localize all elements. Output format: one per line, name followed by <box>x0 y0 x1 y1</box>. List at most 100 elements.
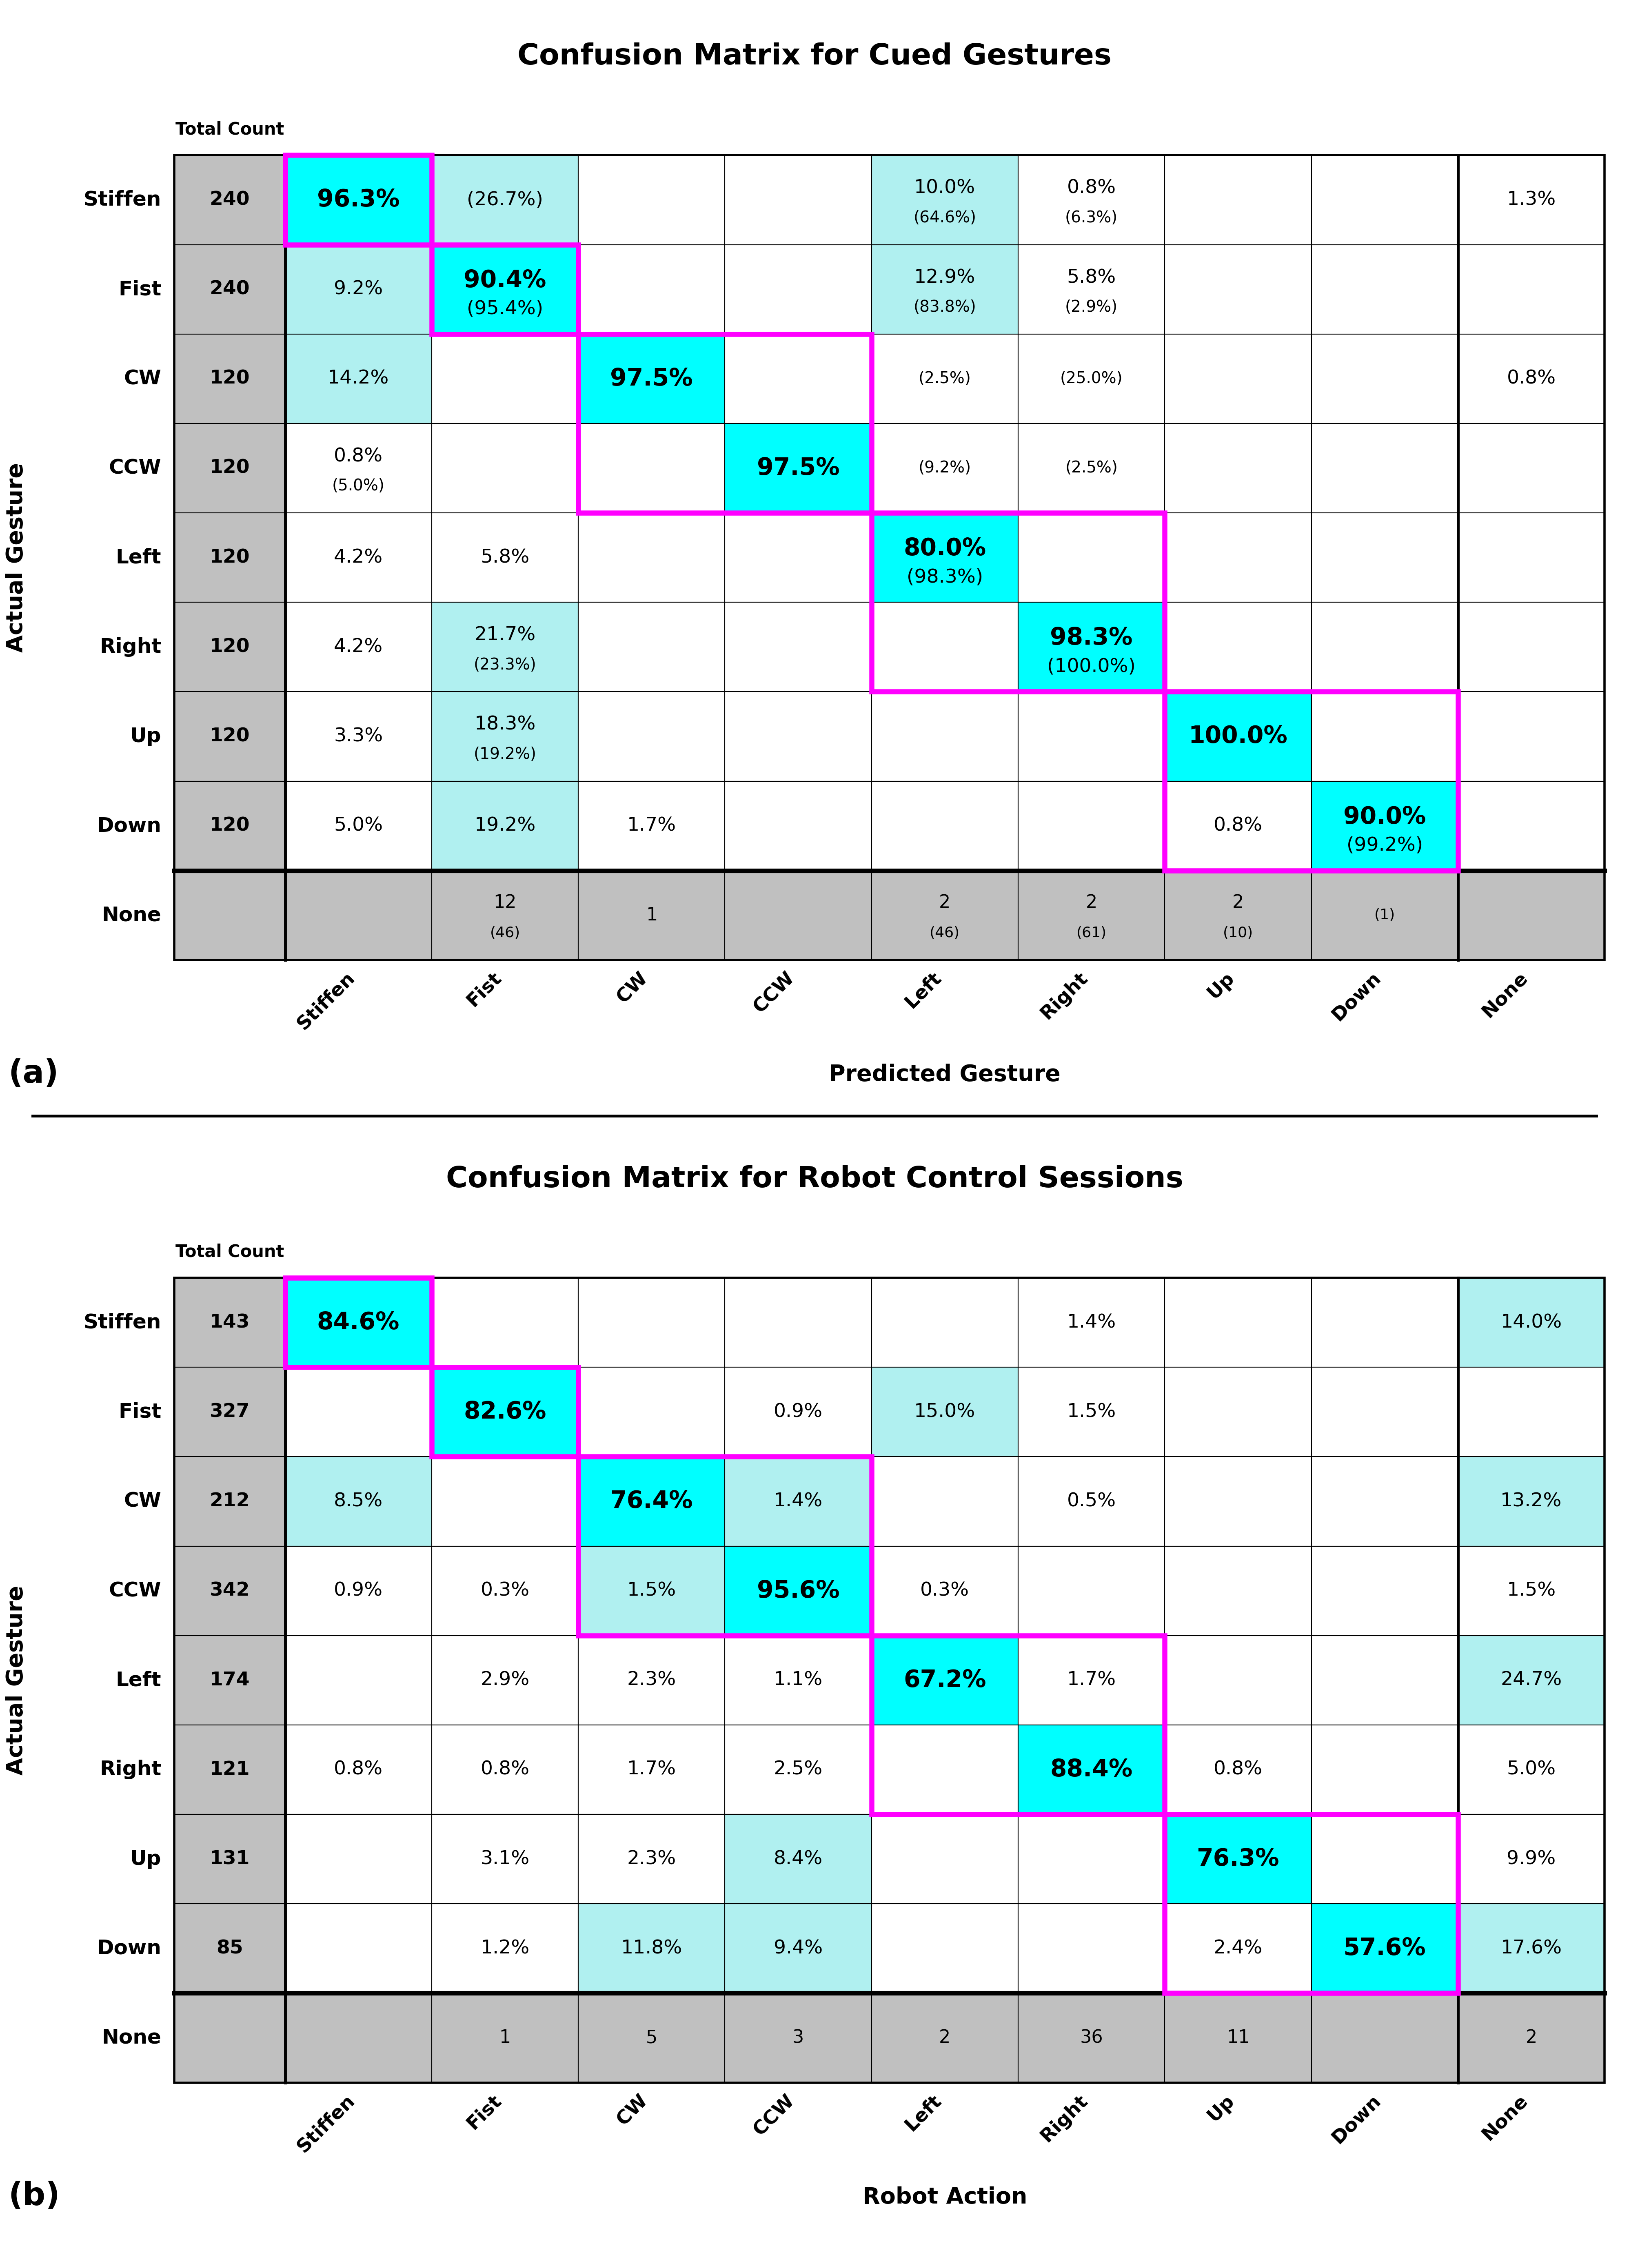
Bar <box>1458 245 1605 333</box>
Bar <box>725 692 872 780</box>
Bar <box>1311 692 1458 780</box>
Bar <box>1018 1547 1165 1635</box>
Bar <box>578 1994 725 2082</box>
Text: (a): (a) <box>8 1059 59 1089</box>
Text: (2.5%): (2.5%) <box>1065 460 1117 476</box>
Bar <box>174 1994 285 2082</box>
Text: CW: CW <box>124 370 161 388</box>
Text: 97.5%: 97.5% <box>611 367 692 390</box>
Bar <box>1311 424 1458 513</box>
Bar <box>872 1814 1018 1903</box>
Text: Down: Down <box>1329 968 1385 1025</box>
Text: Fist: Fist <box>463 2091 505 2132</box>
Text: None: None <box>101 2028 161 2048</box>
Bar <box>285 603 432 692</box>
Text: 342: 342 <box>210 1581 249 1599</box>
Bar <box>1311 1726 1458 1814</box>
Text: 10.0%: 10.0% <box>914 179 976 197</box>
Bar <box>174 333 285 424</box>
Bar <box>725 1814 872 1903</box>
Bar <box>174 871 285 959</box>
Text: Fist: Fist <box>463 968 505 1009</box>
Text: 15.0%: 15.0% <box>914 1404 976 1422</box>
Bar <box>432 1635 578 1726</box>
Bar <box>1165 1277 1311 1368</box>
Bar <box>578 154 725 245</box>
Text: 100.0%: 100.0% <box>1189 726 1287 748</box>
Bar <box>285 154 432 245</box>
Bar <box>285 780 432 871</box>
Bar <box>725 1635 872 1726</box>
Bar <box>1018 1368 1165 1456</box>
Bar <box>1018 1726 1165 1814</box>
Text: 5.0%: 5.0% <box>1507 1760 1556 1778</box>
Text: 85: 85 <box>217 1939 243 1957</box>
Text: 1.2%: 1.2% <box>481 1939 529 1957</box>
Bar <box>1018 333 1165 424</box>
Text: Left: Left <box>116 549 161 567</box>
Text: 0.8%: 0.8% <box>481 1760 529 1778</box>
Bar <box>1165 1994 1311 2082</box>
Text: Total Count: Total Count <box>176 1243 283 1261</box>
Bar <box>432 333 578 424</box>
Bar <box>1165 780 1311 871</box>
Bar <box>872 513 1165 692</box>
Bar <box>1018 1814 1165 1903</box>
Bar <box>872 1368 1018 1456</box>
Text: 2: 2 <box>1232 894 1245 912</box>
Bar <box>1018 1456 1165 1547</box>
Bar <box>872 692 1018 780</box>
Bar <box>725 780 872 871</box>
Text: 120: 120 <box>210 458 249 476</box>
Text: 2: 2 <box>938 894 951 912</box>
Bar <box>1311 1814 1458 1903</box>
Text: Fist: Fist <box>119 1402 161 1422</box>
Text: Fist: Fist <box>119 279 161 299</box>
Text: 143: 143 <box>210 1313 249 1331</box>
Text: 212: 212 <box>210 1492 249 1510</box>
Bar <box>578 245 725 333</box>
Text: Down: Down <box>96 816 161 835</box>
Text: Up: Up <box>130 1848 161 1869</box>
Bar <box>174 1726 285 1814</box>
Text: 3.1%: 3.1% <box>481 1851 529 1869</box>
Bar <box>1165 424 1311 513</box>
Text: 4.2%: 4.2% <box>334 637 383 655</box>
Bar <box>285 1994 432 2082</box>
Text: 2: 2 <box>1525 2030 1538 2046</box>
Text: 1.5%: 1.5% <box>1507 1581 1556 1599</box>
Text: 0.8%: 0.8% <box>334 447 383 465</box>
Bar <box>432 513 578 603</box>
Text: (2.5%): (2.5%) <box>919 372 971 386</box>
Bar <box>432 1547 578 1635</box>
Bar <box>432 1368 578 1456</box>
Text: 120: 120 <box>210 728 249 746</box>
Text: 3.3%: 3.3% <box>334 728 383 746</box>
Text: 0.9%: 0.9% <box>774 1404 823 1422</box>
Text: (64.6%): (64.6%) <box>914 211 976 225</box>
Text: 1.7%: 1.7% <box>1067 1672 1116 1690</box>
Bar <box>285 154 432 245</box>
Text: 0.8%: 0.8% <box>1214 816 1262 835</box>
Bar <box>578 1547 725 1635</box>
Text: (95.4%): (95.4%) <box>468 299 542 318</box>
Text: 97.5%: 97.5% <box>757 456 839 481</box>
Bar <box>1458 1635 1605 1726</box>
Text: 36: 36 <box>1080 2030 1103 2046</box>
Bar <box>1165 1456 1311 1547</box>
Bar <box>725 245 872 333</box>
Text: Left: Left <box>901 968 945 1012</box>
Bar <box>578 780 725 871</box>
Bar <box>432 780 578 871</box>
Bar <box>725 513 872 603</box>
Text: 1.4%: 1.4% <box>774 1492 823 1510</box>
Text: 0.8%: 0.8% <box>1067 179 1116 197</box>
Bar <box>432 1277 578 1368</box>
Bar <box>174 1456 285 1547</box>
Text: 327: 327 <box>210 1404 249 1422</box>
Text: 0.5%: 0.5% <box>1067 1492 1116 1510</box>
Text: Down: Down <box>1329 2091 1385 2148</box>
Text: 21.7%: 21.7% <box>474 626 536 644</box>
Bar <box>174 154 285 245</box>
Text: 5.8%: 5.8% <box>481 549 529 567</box>
